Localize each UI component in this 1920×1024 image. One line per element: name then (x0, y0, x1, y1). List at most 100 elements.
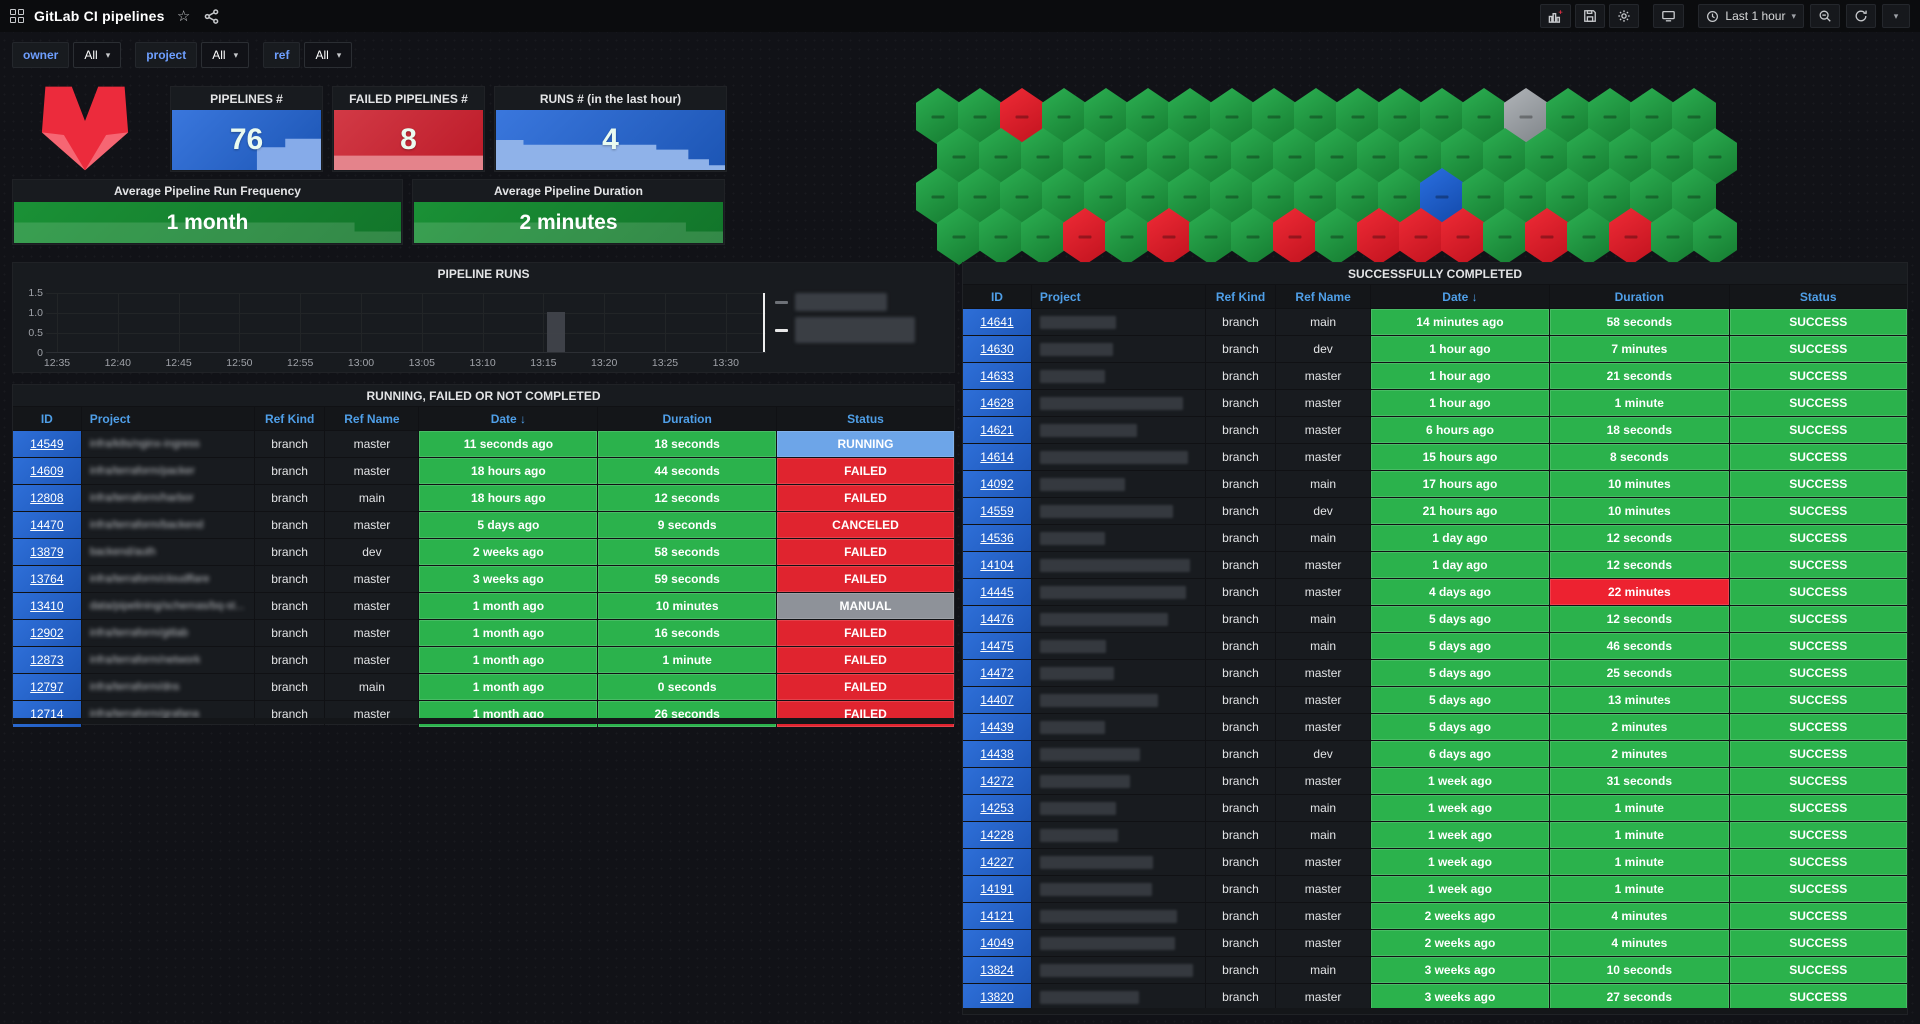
pipeline-id-link[interactable]: 14227 (980, 855, 1014, 869)
column-header-status[interactable]: Status (847, 411, 884, 426)
column-header-status[interactable]: Status (1799, 289, 1837, 304)
pipeline-id-link[interactable]: 14445 (980, 585, 1014, 599)
project-name-redacted (1039, 531, 1105, 545)
pipeline-id-link[interactable]: 14559 (980, 504, 1014, 518)
refresh-button[interactable] (1846, 4, 1876, 28)
column-header-id[interactable]: ID (963, 285, 1032, 308)
pipeline-id-link[interactable]: 12902 (30, 626, 64, 640)
column-header-refname[interactable]: Ref Name (1276, 285, 1371, 308)
star-icon[interactable]: ☆ (176, 7, 191, 25)
column-header-project[interactable]: Project (1032, 285, 1206, 308)
ref-kind-cell: branch (1206, 498, 1277, 524)
duration-cell: 1 minute (1550, 795, 1730, 821)
table-row: 12808 infra/terraform/harbor branch main 18 … (13, 484, 954, 511)
panel-title[interactable]: SUCCESSFULLY COMPLETED (1347, 266, 1523, 281)
pipeline-id-link[interactable]: 13824 (980, 963, 1014, 977)
filter-value-dropdown[interactable]: All ▾ (73, 42, 122, 68)
ref-kind-cell: branch (255, 701, 326, 727)
status-cell: FAILED (777, 647, 954, 673)
save-dashboard-button[interactable] (1575, 4, 1606, 28)
pipeline-id-link[interactable]: 14092 (980, 477, 1014, 491)
panel-title[interactable]: Average Pipeline Run Frequency (114, 184, 301, 198)
pipeline-id-link[interactable]: 12797 (30, 680, 64, 694)
pipeline-id-cell: 14475 (963, 633, 1032, 659)
project-cell (1032, 768, 1206, 794)
pipeline-id-link[interactable]: 13879 (30, 545, 64, 559)
filter-value-dropdown[interactable]: All ▾ (304, 42, 353, 68)
add-panel-button[interactable]: + (1540, 4, 1572, 28)
ref-name-cell: main (1276, 795, 1371, 821)
status-cell: SUCCESS (1729, 930, 1907, 956)
pipeline-id-link[interactable]: 14470 (30, 518, 64, 532)
share-icon[interactable] (203, 7, 221, 25)
duration-cell: 44 seconds (598, 458, 778, 484)
pipeline-id-cell: 14228 (963, 822, 1032, 848)
panel-title[interactable]: RUNNING, FAILED OR NOT COMPLETED (366, 388, 601, 403)
pipeline-id-link[interactable]: 14439 (980, 720, 1014, 734)
project-name: infra/terraform/network (89, 654, 201, 666)
pipeline-id-link[interactable]: 14476 (980, 612, 1014, 626)
pipeline-id-link[interactable]: 13764 (30, 572, 64, 586)
date-cell: 1 month ago (419, 620, 599, 646)
ref-kind-cell: branch (255, 512, 326, 538)
column-header-duration[interactable]: Duration (1550, 285, 1730, 308)
pipeline-id-link[interactable]: 14641 (980, 315, 1014, 329)
panel-title[interactable]: PIPELINE RUNS (437, 266, 530, 281)
pipeline-id-link[interactable]: 13410 (30, 599, 64, 613)
refresh-interval-dropdown[interactable]: ▾ (1882, 4, 1910, 28)
time-range-picker[interactable]: Last 1 hour ▾ (1698, 4, 1804, 28)
ref-kind-cell: branch (1206, 606, 1277, 632)
pipeline-id-link[interactable]: 14253 (980, 801, 1014, 815)
x-tick-label: 13:00 (347, 357, 375, 369)
panel-title[interactable]: PIPELINES # (210, 91, 283, 106)
dashboards-grid-icon[interactable] (10, 9, 24, 23)
pipeline-id-link[interactable]: 14472 (980, 666, 1014, 680)
column-header-project[interactable]: Project (82, 407, 255, 430)
pipeline-id-link[interactable]: 14104 (980, 558, 1014, 572)
pipeline-id-link[interactable]: 14438 (980, 747, 1014, 761)
pipeline-id-link[interactable]: 14191 (980, 882, 1014, 896)
filter-value-dropdown[interactable]: All ▾ (201, 42, 250, 68)
pipeline-id-link[interactable]: 14407 (980, 693, 1014, 707)
pipeline-id-link[interactable]: 13820 (980, 990, 1014, 1004)
column-header-id[interactable]: ID (13, 407, 82, 430)
pipeline-id-link[interactable]: 12873 (30, 653, 64, 667)
time-range-label: Last 1 hour (1725, 9, 1786, 23)
pipeline-id-link[interactable]: 14614 (980, 450, 1014, 464)
pipeline-id-link[interactable]: 14272 (980, 774, 1014, 788)
pipeline-id-link[interactable]: 14630 (980, 342, 1014, 356)
pipeline-id-link[interactable]: 14536 (980, 531, 1014, 545)
panel-title[interactable]: Average Pipeline Duration (494, 184, 643, 198)
column-header-duration[interactable]: Duration (598, 407, 778, 430)
column-header-refkind[interactable]: Ref Kind (255, 407, 326, 430)
zoom-out-time-button[interactable] (1810, 4, 1840, 28)
pipeline-id-link[interactable]: 14609 (30, 464, 64, 478)
tv-mode-button[interactable] (1653, 4, 1685, 28)
dashboard-settings-button[interactable] (1609, 4, 1640, 28)
project-name-redacted (1039, 747, 1140, 761)
column-header-date[interactable]: Date ↓ (419, 407, 599, 430)
pipeline-id-link[interactable]: 14475 (980, 639, 1014, 653)
pipeline-id-link[interactable]: 14633 (980, 369, 1014, 383)
scrollbar-track[interactable] (963, 1008, 1907, 1014)
ref-kind-cell: branch (1206, 795, 1277, 821)
column-header-refkind[interactable]: Ref Kind (1206, 285, 1277, 308)
column-header-date[interactable]: Date ↓ (1371, 285, 1551, 308)
scrollbar-track[interactable] (13, 718, 954, 724)
panel-title[interactable]: FAILED PIPELINES # (349, 91, 468, 106)
pipeline-id-link[interactable]: 14121 (980, 909, 1014, 923)
pipeline-id-link[interactable]: 12714 (30, 707, 64, 721)
pipeline-id-link[interactable]: 14228 (980, 828, 1014, 842)
legend-item[interactable] (775, 293, 940, 311)
pipeline-id-link[interactable]: 14621 (980, 423, 1014, 437)
pipeline-id-link[interactable]: 12808 (30, 491, 64, 505)
duration-cell: 27 seconds (1550, 984, 1730, 1010)
pipeline-id-link[interactable]: 14549 (30, 437, 64, 451)
x-tick-label: 12:55 (287, 357, 314, 369)
pipeline-id-link[interactable]: 14628 (980, 396, 1014, 410)
ref-kind-cell: branch (255, 566, 326, 592)
pipeline-id-link[interactable]: 14049 (980, 936, 1014, 950)
legend-item[interactable] (775, 317, 940, 343)
column-header-refname[interactable]: Ref Name (325, 407, 420, 430)
panel-title[interactable]: RUNS # (in the last hour) (539, 91, 682, 106)
